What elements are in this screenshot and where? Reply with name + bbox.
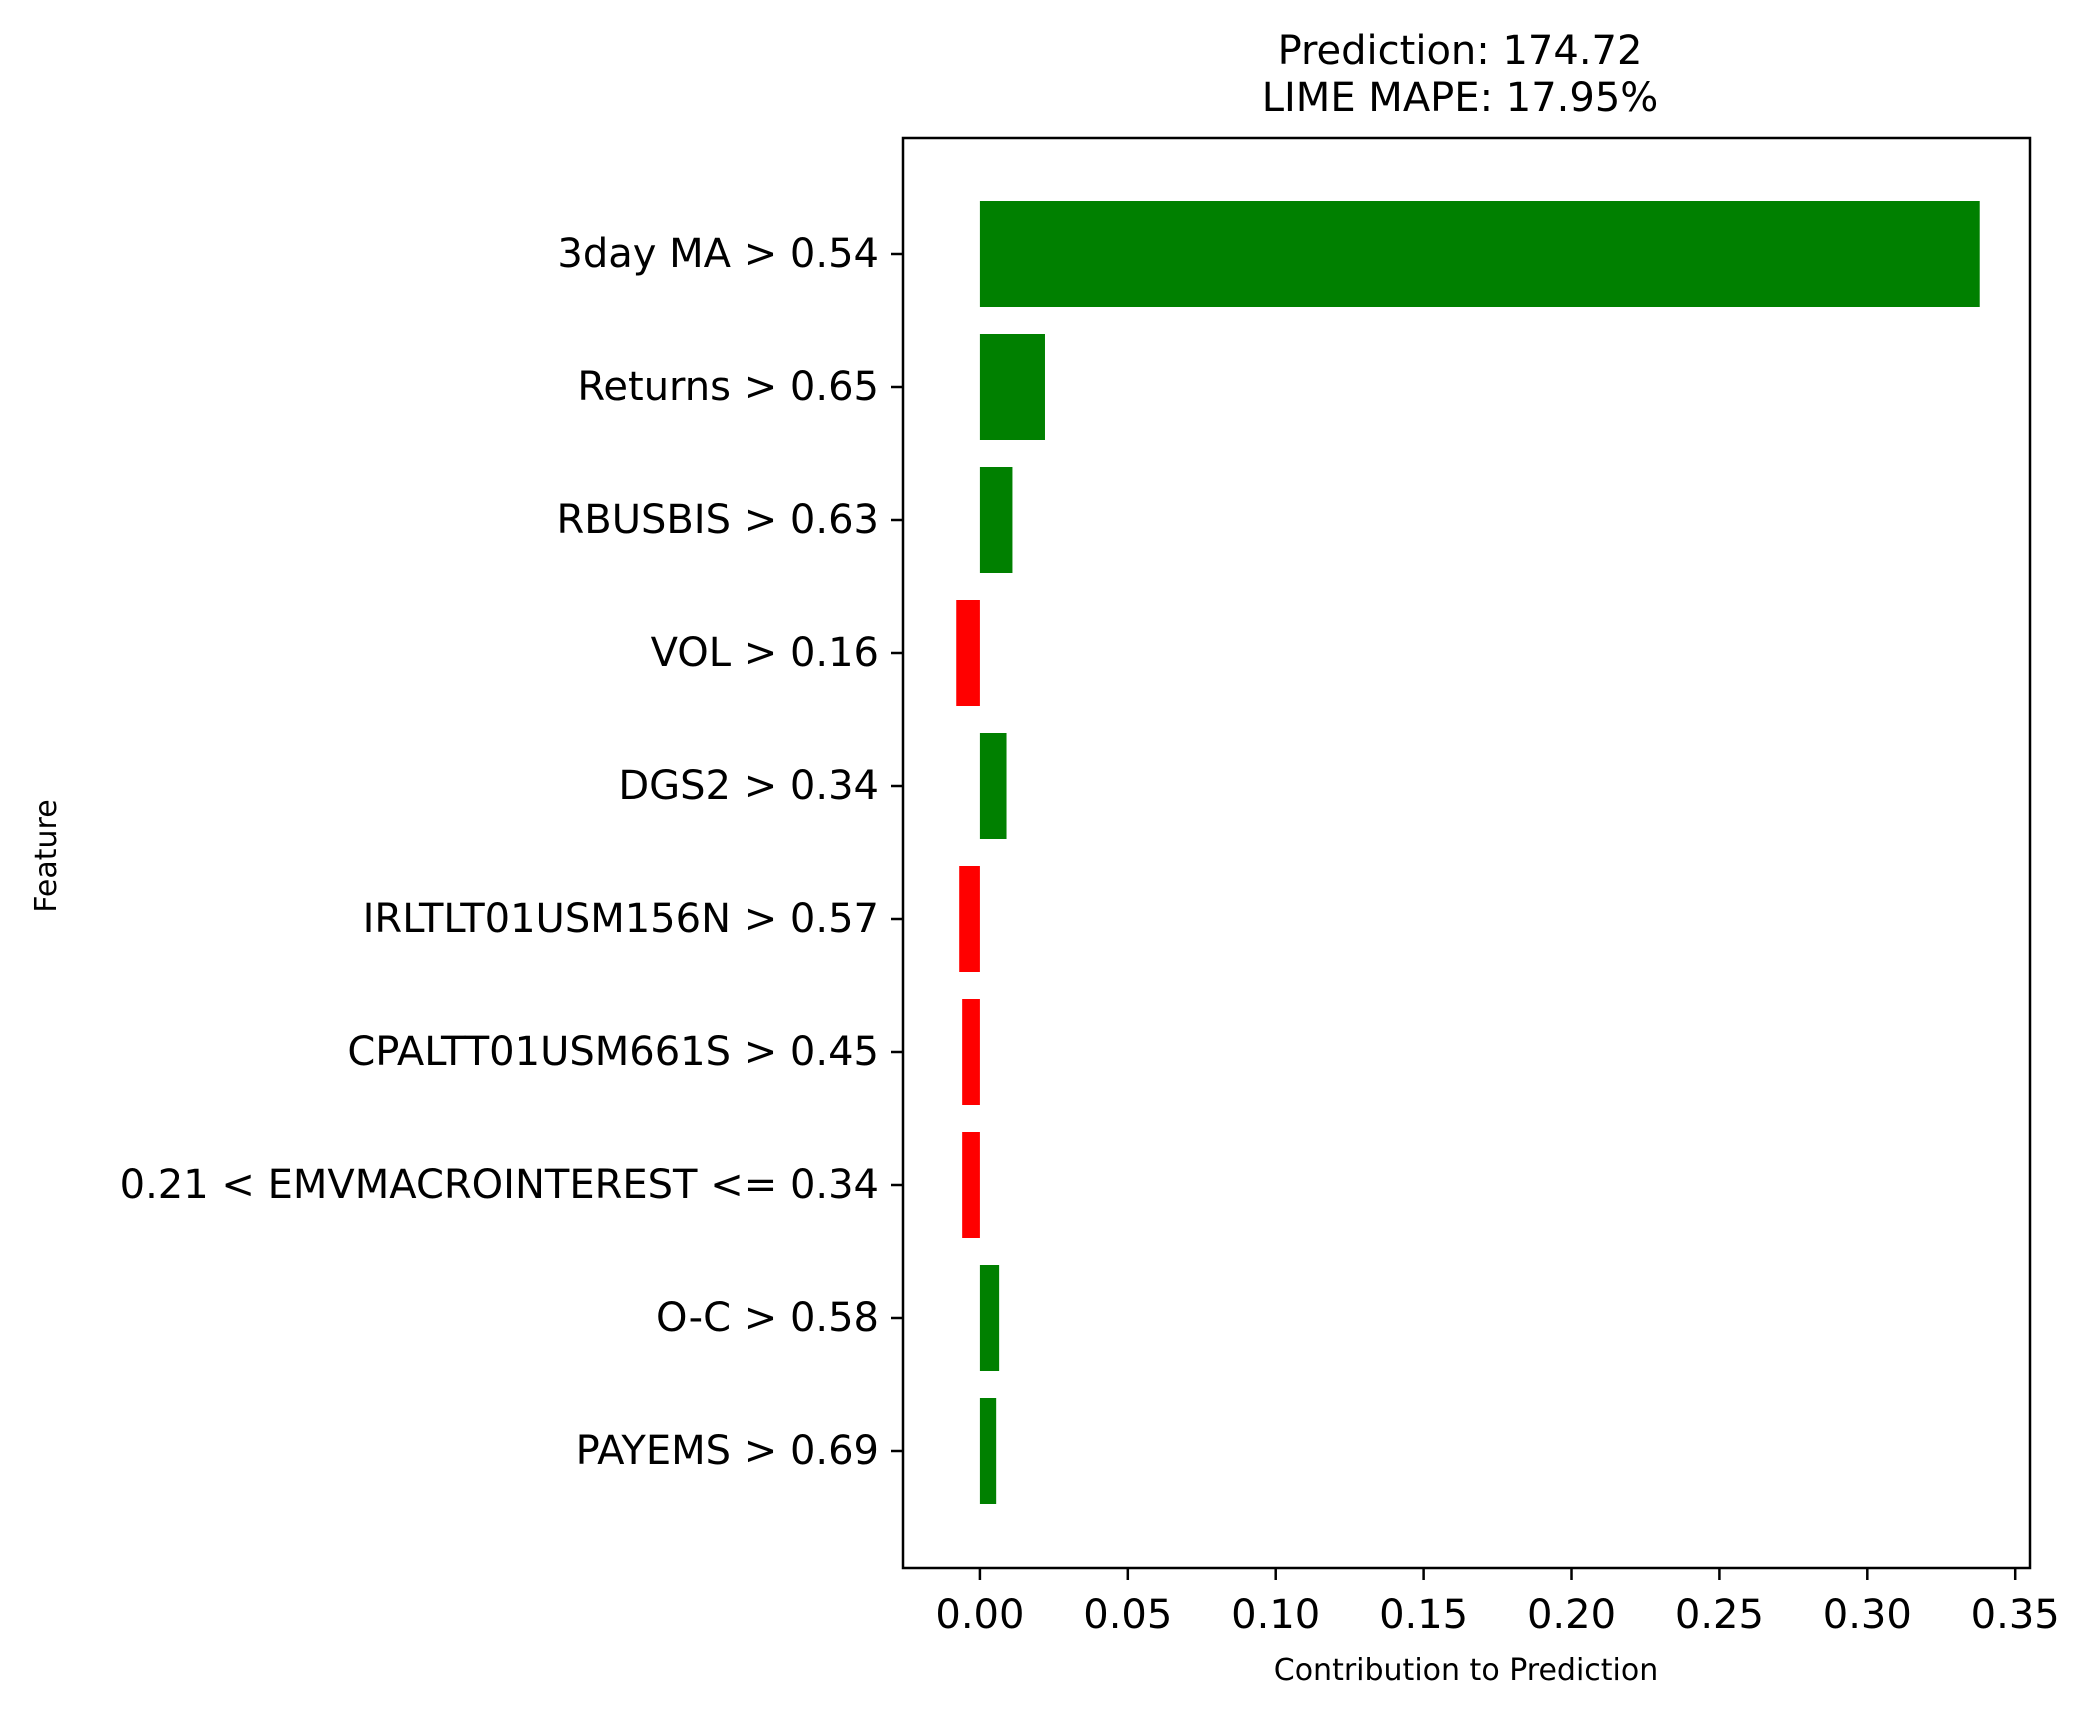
bar-5: [979, 733, 1007, 839]
bar-6: [959, 866, 980, 972]
bar-3: [979, 467, 1013, 573]
x-tick-label: 0.10: [1231, 1592, 1320, 1638]
y-tick-label: IRLTLT01USM156N > 0.57: [363, 896, 879, 942]
bar-8: [962, 1132, 980, 1238]
y-tick-label: 3day MA > 0.54: [557, 231, 879, 277]
y-tick-label: Returns > 0.65: [577, 364, 879, 410]
bar-7: [962, 999, 980, 1105]
x-tick-label: 0.25: [1675, 1592, 1764, 1638]
x-tick-label: 0.00: [935, 1592, 1024, 1638]
x-tick-label: 0.15: [1379, 1592, 1468, 1638]
x-axis-ticks: 0.00 0.05 0.10 0.15 0.20 0.25 0.30 0.35: [935, 1568, 2060, 1638]
x-tick-label: 0.35: [1971, 1592, 2060, 1638]
x-tick-label: 0.30: [1823, 1592, 1912, 1638]
y-tick-label: O-C > 0.58: [656, 1295, 879, 1341]
bar-1: [979, 201, 1980, 307]
y-tick-label: CPALTT01USM661S > 0.45: [347, 1029, 879, 1075]
bars-group: [956, 201, 1980, 1504]
y-tick-label: RBUSBIS > 0.63: [556, 497, 879, 543]
x-axis-label: Contribution to Prediction: [1274, 1653, 1659, 1688]
y-tick-label: 0.21 < EMVMACROINTEREST <= 0.34: [120, 1162, 879, 1208]
bar-2: [979, 334, 1045, 440]
bar-10: [979, 1398, 997, 1504]
y-axis-ticks: 3day MA > 0.54 Returns > 0.65 RBUSBIS > 0.…: [120, 231, 903, 1474]
chart-title-line-2: LIME MAPE: 17.95%: [1262, 75, 1659, 121]
y-tick-label: VOL > 0.16: [651, 630, 879, 676]
chart-title: Prediction: 174.72 LIME MAPE: 17.95%: [1262, 28, 1659, 121]
x-tick-label: 0.20: [1527, 1592, 1616, 1638]
plot-frame: [901, 136, 2032, 1570]
bar-4: [956, 600, 980, 706]
y-tick-label: DGS2 > 0.34: [618, 763, 879, 809]
bar-9: [979, 1265, 1000, 1371]
y-axis-label: Feature: [29, 799, 64, 912]
y-tick-label: PAYEMS > 0.69: [576, 1428, 879, 1474]
chart-title-line-1: Prediction: 174.72: [1278, 28, 1643, 74]
x-tick-label: 0.05: [1083, 1592, 1172, 1638]
